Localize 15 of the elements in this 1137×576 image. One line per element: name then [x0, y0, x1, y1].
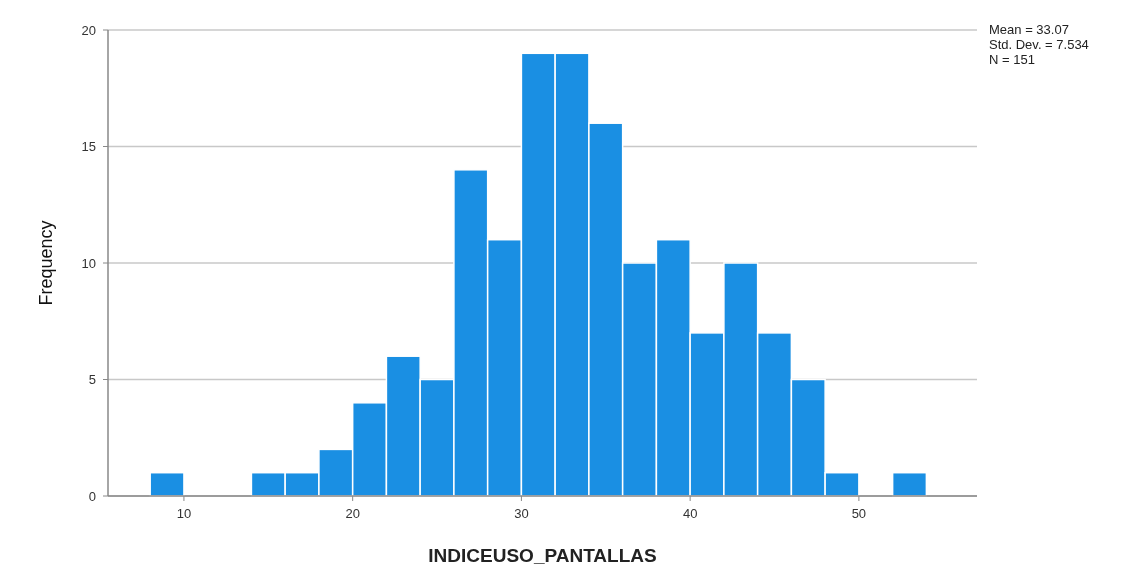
x-axis-title: INDICEUSO_PANTALLAS [428, 545, 657, 566]
y-tick-label: 20 [81, 22, 96, 38]
y-tick-label: 15 [81, 139, 96, 155]
text: Mean = 33.07 [989, 22, 1069, 37]
y-axis-title: Frequency [36, 220, 56, 306]
x-tick-label: 50 [851, 506, 867, 521]
text: N = 151 [989, 52, 1035, 67]
x-tick-label: 40 [682, 506, 698, 521]
y-tick-label: 5 [88, 372, 96, 388]
x-tick-label: 20 [345, 506, 360, 521]
y-tick-label: 0 [88, 488, 96, 504]
x-tick-label: 10 [176, 506, 192, 521]
y-tick-label: 10 [81, 255, 96, 271]
text: Std. Dev. = 7.534 [989, 37, 1089, 52]
x-tick-label: 30 [514, 506, 529, 521]
